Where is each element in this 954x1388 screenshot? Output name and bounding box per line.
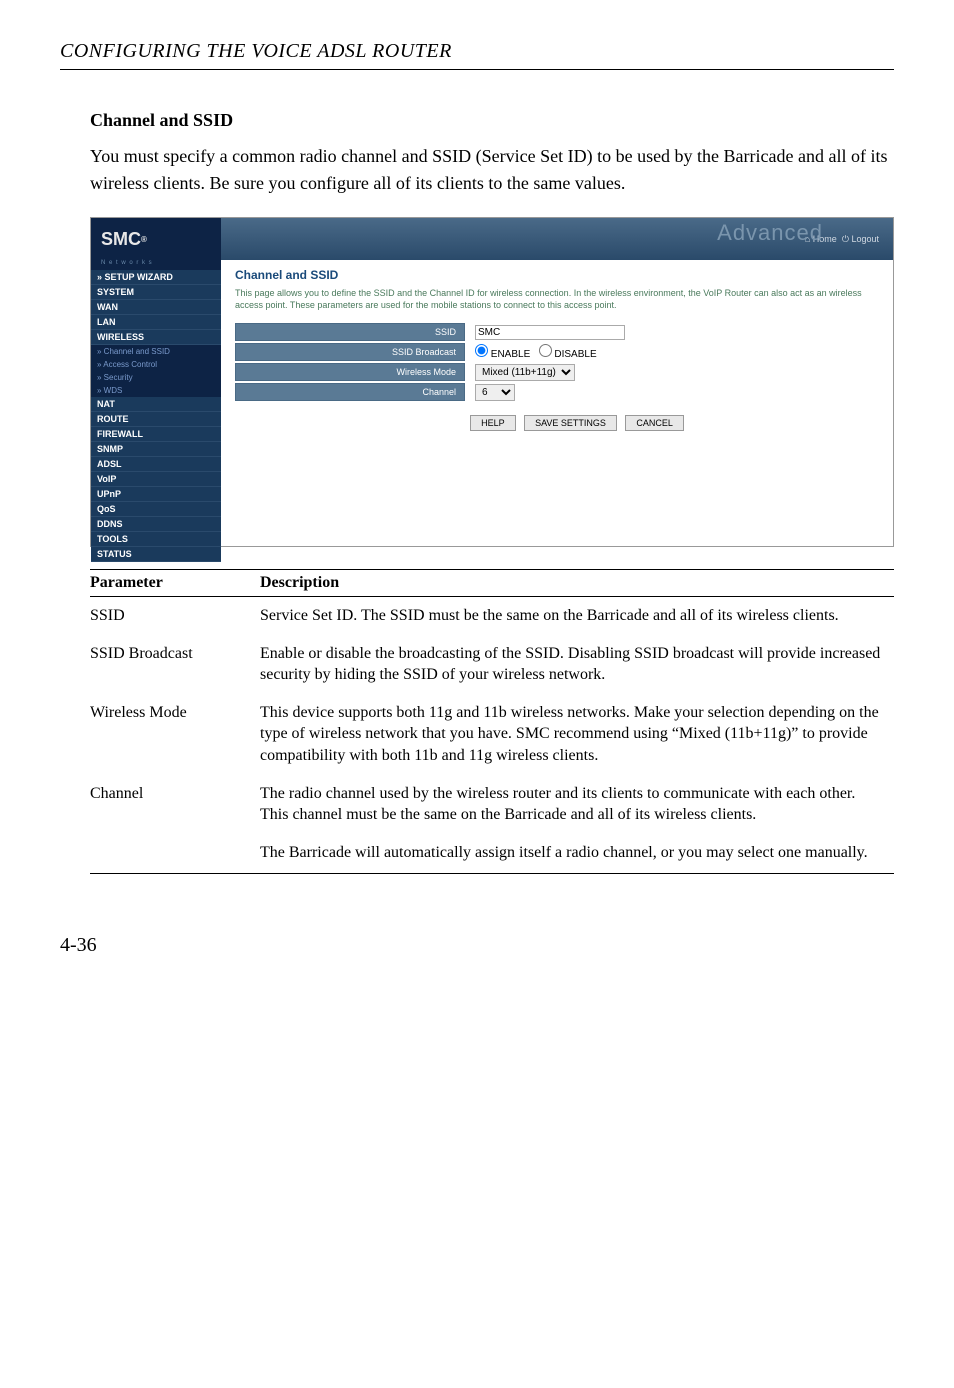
desc-cell: The radio channel used by the wireless r…	[260, 775, 894, 834]
nav-qos[interactable]: QoS	[91, 502, 221, 517]
desc-cell: Enable or disable the broadcasting of th…	[260, 635, 894, 694]
nav-nat[interactable]: NAT	[91, 397, 221, 412]
nav-adsl[interactable]: ADSL	[91, 457, 221, 472]
mode-select[interactable]: Mixed (11b+11g)	[475, 364, 575, 381]
broadcast-enable-text: ENABLE	[491, 349, 530, 360]
param-cell	[90, 834, 260, 874]
th-description: Description	[260, 570, 894, 597]
nav-upnp[interactable]: UPnP	[91, 487, 221, 502]
page-number: 4-36	[60, 934, 894, 957]
nav-status[interactable]: STATUS	[91, 547, 221, 562]
form-row-mode: Wireless Mode Mixed (11b+11g)	[235, 363, 879, 381]
parameter-table: Parameter Description SSID Service Set I…	[90, 569, 894, 874]
broadcast-disable-radio[interactable]	[539, 344, 552, 357]
table-row: Wireless Mode This device supports both …	[90, 694, 894, 775]
sidebar: SMC® N e t w o r k s » SETUP WIZARD SYST…	[91, 218, 221, 546]
ssid-input[interactable]	[475, 325, 625, 340]
nav-wireless[interactable]: WIRELESS	[91, 330, 221, 345]
broadcast-disable-text: DISABLE	[554, 349, 596, 360]
table-row: SSID Service Set ID. The SSID must be th…	[90, 597, 894, 635]
table-row: SSID Broadcast Enable or disable the bro…	[90, 635, 894, 694]
help-button[interactable]: HELP	[470, 415, 516, 431]
param-cell: Wireless Mode	[90, 694, 260, 775]
logo-text: SMC	[101, 229, 141, 250]
channel-label: Channel	[235, 383, 465, 401]
nav-wan[interactable]: WAN	[91, 300, 221, 315]
nav: » SETUP WIZARD SYSTEM WAN LAN WIRELESS »…	[91, 270, 221, 562]
broadcast-enable-radio[interactable]	[475, 344, 488, 357]
form-row-ssid: SSID	[235, 323, 879, 341]
nav-channel-ssid[interactable]: » Channel and SSID	[91, 345, 221, 358]
param-cell: Channel	[90, 775, 260, 834]
nav-security[interactable]: » Security	[91, 371, 221, 384]
mode-label: Wireless Mode	[235, 363, 465, 381]
intro-text: You must specify a common radio channel …	[90, 143, 894, 197]
topbar: Advanced ⌂ Home ⏻ Logout	[221, 218, 893, 260]
save-button[interactable]: SAVE SETTINGS	[524, 415, 617, 431]
nav-ddns[interactable]: DDNS	[91, 517, 221, 532]
ssid-label: SSID	[235, 323, 465, 341]
nav-firewall[interactable]: FIREWALL	[91, 427, 221, 442]
logo-reg: ®	[141, 235, 147, 244]
logout-link[interactable]: Logout	[851, 234, 879, 244]
panel-body: Channel and SSID This page allows you to…	[221, 260, 893, 546]
header-text: CONFIGURING THE VOICE ADSL ROUTER	[60, 40, 452, 62]
section-title: Channel and SSID	[90, 110, 894, 131]
panel-title: Channel and SSID	[235, 268, 879, 282]
nav-wds[interactable]: » WDS	[91, 384, 221, 397]
channel-select[interactable]: 6	[475, 384, 515, 401]
nav-setup-wizard[interactable]: » SETUP WIZARD	[91, 270, 221, 285]
router-screenshot: SMC® N e t w o r k s » SETUP WIZARD SYST…	[90, 217, 894, 547]
desc-cell: The Barricade will automatically assign …	[260, 834, 894, 874]
logo: SMC®	[91, 218, 221, 260]
desc-cell: This device supports both 11g and 11b wi…	[260, 694, 894, 775]
nav-system[interactable]: SYSTEM	[91, 285, 221, 300]
table-row: The Barricade will automatically assign …	[90, 834, 894, 874]
table-row: Channel The radio channel used by the wi…	[90, 775, 894, 834]
th-parameter: Parameter	[90, 570, 260, 597]
logo-sub: N e t w o r k s	[91, 260, 221, 270]
nav-route[interactable]: ROUTE	[91, 412, 221, 427]
page-header: CONFIGURING THE VOICE ADSL ROUTER	[60, 40, 894, 70]
param-cell: SSID	[90, 597, 260, 635]
form-row-broadcast: SSID Broadcast ENABLE DISABLE	[235, 343, 879, 361]
param-cell: SSID Broadcast	[90, 635, 260, 694]
brand-text: Advanced	[717, 220, 823, 246]
main-panel: Advanced ⌂ Home ⏻ Logout Channel and SSI…	[221, 218, 893, 546]
nav-lan[interactable]: LAN	[91, 315, 221, 330]
nav-tools[interactable]: TOOLS	[91, 532, 221, 547]
form-row-channel: Channel 6	[235, 383, 879, 401]
nav-voip[interactable]: VoIP	[91, 472, 221, 487]
button-row: HELP SAVE SETTINGS CANCEL	[235, 413, 879, 431]
nav-snmp[interactable]: SNMP	[91, 442, 221, 457]
logout-icon: ⏻	[842, 234, 849, 244]
broadcast-label: SSID Broadcast	[235, 343, 465, 361]
cancel-button[interactable]: CANCEL	[625, 415, 684, 431]
panel-desc: This page allows you to define the SSID …	[235, 288, 879, 311]
desc-cell: Service Set ID. The SSID must be the sam…	[260, 597, 894, 635]
nav-access-control[interactable]: » Access Control	[91, 358, 221, 371]
